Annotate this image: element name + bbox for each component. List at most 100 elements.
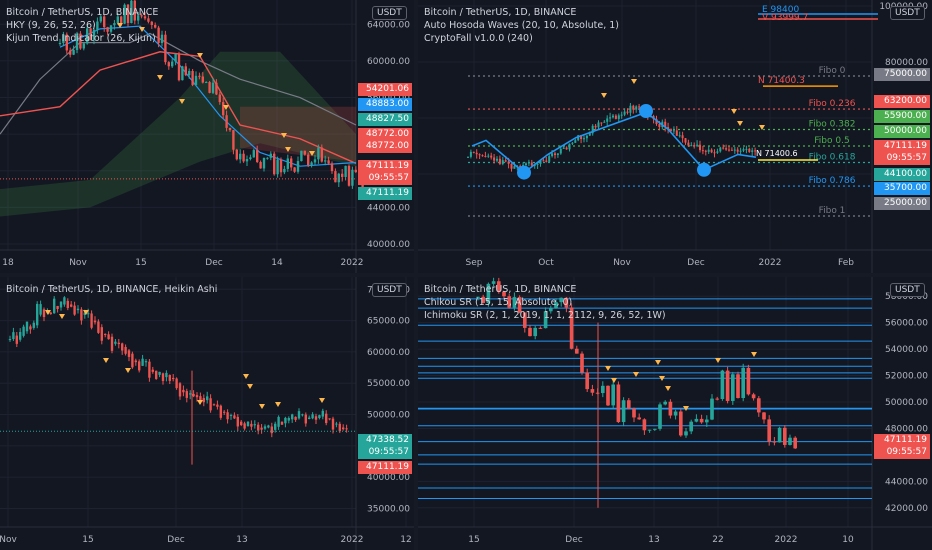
legend-indicator-kijun[interactable]: Kijun Trend Indicator (26, Kijun) xyxy=(6,33,156,44)
candle-body xyxy=(707,149,710,152)
candle-body xyxy=(325,413,328,424)
candle-body xyxy=(745,148,748,150)
candle-body xyxy=(553,153,557,155)
signal-triangle xyxy=(631,79,637,84)
candle-body xyxy=(236,416,239,427)
candle-body xyxy=(501,160,504,164)
candle-body xyxy=(191,70,194,85)
candle-body xyxy=(223,411,226,413)
legend-indicator-hky[interactable]: HKY (9, 26, 52, 26) xyxy=(6,20,96,31)
chart-canvas-bottom-left[interactable]: 70000.0065000.0060000.0055000.0050000.00… xyxy=(0,277,414,550)
chart-pane-bottom-left[interactable]: 70000.0065000.0060000.0055000.0050000.00… xyxy=(0,277,414,550)
chart-pane-top-left[interactable]: 64000.0060000.0056000.0052000.0048000.00… xyxy=(0,0,414,273)
candle-body xyxy=(293,167,296,172)
legend-indicator-chikou-sr[interactable]: Chikou SR (15, 15, Absolute, 0) xyxy=(424,297,573,308)
candle-body xyxy=(246,421,250,426)
legend-symbol[interactable]: Bitcoin / TetherUS, 1D, BINANCE xyxy=(424,7,577,18)
candle-body xyxy=(92,29,96,40)
candle-body xyxy=(568,143,571,150)
candle-body xyxy=(126,4,130,23)
candle-body xyxy=(188,70,191,76)
candle-body xyxy=(687,142,690,146)
candle-body xyxy=(637,417,642,420)
candle-body xyxy=(53,298,56,314)
candle-body xyxy=(571,142,574,144)
currency-button[interactable]: USDT xyxy=(890,6,925,20)
candle-body xyxy=(143,16,147,19)
time-tick-label: Nov xyxy=(613,258,631,268)
candle-body xyxy=(201,76,204,83)
legend-indicator-ichimoku-sr[interactable]: Ichimoku SR (2, 1, 2019, 1, 1, 2112, 9, … xyxy=(424,310,666,321)
signal-triangle xyxy=(633,372,639,377)
candle-body xyxy=(216,404,219,407)
candle-body xyxy=(307,154,310,166)
candle-body xyxy=(76,308,80,311)
signal-triangle xyxy=(759,125,765,130)
candle-body xyxy=(345,428,348,430)
signal-triangle xyxy=(117,23,123,28)
chart-canvas-top-left[interactable]: 64000.0060000.0056000.0052000.0048000.00… xyxy=(0,0,414,273)
candle-body xyxy=(134,360,137,363)
candle-body xyxy=(209,398,212,411)
candle-body xyxy=(257,424,260,431)
candle-body xyxy=(635,106,638,110)
candle-body xyxy=(72,49,75,55)
candle-body xyxy=(335,423,338,425)
currency-button[interactable]: USDT xyxy=(890,283,925,297)
signal-triangle xyxy=(223,105,229,110)
candle-body xyxy=(273,153,276,175)
candle-body xyxy=(82,43,85,49)
candle-body xyxy=(277,416,280,427)
candle-body xyxy=(658,404,662,429)
candle-body xyxy=(678,135,681,137)
candle-body xyxy=(279,159,283,173)
legend-indicator-cryptofall[interactable]: CryptoFall v1.0.0 (240) xyxy=(424,33,533,44)
candle-body xyxy=(233,415,236,419)
candle-body xyxy=(198,75,201,77)
fibo-level-label: Fibo 0 xyxy=(819,66,846,76)
currency-button[interactable]: USDT xyxy=(372,6,407,20)
candle-body xyxy=(97,321,100,333)
chart-pane-top-right[interactable]: 100000.0080000.0060000.0040000.00SepOctN… xyxy=(418,0,932,273)
candle-body xyxy=(620,114,623,116)
candle-body xyxy=(310,162,313,166)
candle-body xyxy=(157,27,160,43)
legend-indicator-hosoda[interactable]: Auto Hosoda Waves (20, 10, Absolute, 1) xyxy=(424,20,619,31)
currency-button[interactable]: USDT xyxy=(372,283,407,297)
signal-triangle xyxy=(139,27,145,32)
legend-symbol[interactable]: Bitcoin / TetherUS, 1D, BINANCE xyxy=(424,284,577,295)
candle-body xyxy=(564,297,569,308)
candle-body xyxy=(334,171,337,183)
candle-body xyxy=(290,158,293,168)
candle-body xyxy=(182,389,185,393)
legend-symbol[interactable]: Bitcoin / TetherUS, 1D, BINANCE xyxy=(6,7,159,18)
price-label: 47111.19 xyxy=(874,434,930,447)
candle-body xyxy=(150,21,153,25)
signal-triangle xyxy=(319,398,325,403)
chart-canvas-bottom-right[interactable]: 58000.00 56000.00 54000.00 52000.00 50000.00… xyxy=(418,277,932,550)
price-label: 54201.06 xyxy=(358,83,412,96)
time-tick-label: 2022 xyxy=(341,535,364,545)
candle-body xyxy=(585,135,588,139)
candle-body xyxy=(746,367,751,395)
candle-body xyxy=(195,395,199,398)
candle-body xyxy=(165,372,168,378)
candle-body xyxy=(490,155,493,158)
signal-triangle xyxy=(125,368,131,373)
legend-symbol[interactable]: Bitcoin / TetherUS, 1D, BINANCE, Heikin … xyxy=(6,284,218,295)
candle-body xyxy=(556,153,559,155)
candle-body xyxy=(548,308,553,312)
price-tick-label: 40000.00 xyxy=(367,240,410,250)
candle-body xyxy=(621,400,626,423)
candle-body xyxy=(664,121,667,128)
candle-body xyxy=(347,165,351,186)
hosoda-e-label: E 98400 xyxy=(762,5,799,15)
chart-pane-bottom-right[interactable]: 58000.00 56000.00 54000.00 52000.00 50000.00… xyxy=(418,277,932,550)
price-label: 48883.00 xyxy=(358,98,412,111)
candle-body xyxy=(168,375,171,381)
candle-body xyxy=(252,150,255,158)
candle-body xyxy=(320,147,323,162)
candle-body xyxy=(263,426,267,429)
price-label: 75000.00 xyxy=(874,68,930,81)
candle-body xyxy=(710,398,714,420)
